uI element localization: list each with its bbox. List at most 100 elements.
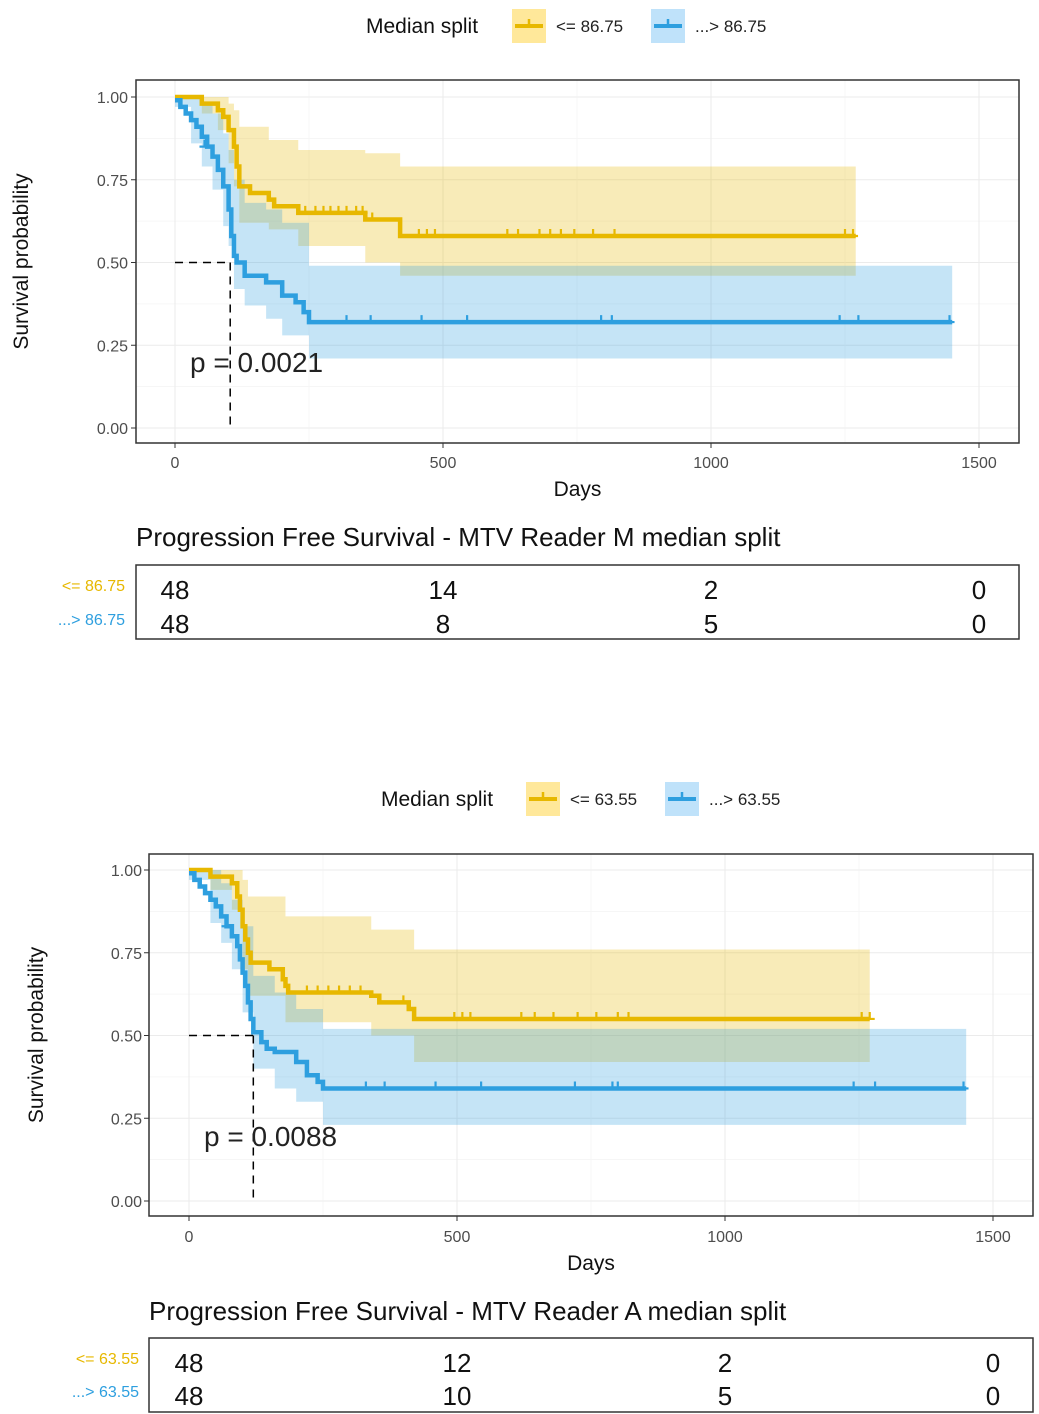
grid-lines (149, 854, 1033, 1216)
confidence-band-2 (189, 870, 967, 1125)
y-tick-label: 0.00 (97, 421, 128, 438)
censor-mark (379, 1081, 390, 1090)
censor-mark (476, 1081, 487, 1090)
risk-count: 5 (704, 609, 718, 639)
survival-curve-2 (175, 98, 953, 325)
censor-mark (221, 919, 232, 928)
censor-mark (588, 229, 599, 238)
p-value-label: p = 0.0088 (204, 1121, 337, 1152)
x-tick-label: 1500 (975, 1229, 1011, 1246)
censor-mark (341, 205, 352, 214)
grid-lines (136, 80, 1019, 443)
censor-mark (355, 985, 366, 994)
y-tick-label: 1.00 (97, 90, 128, 107)
censor-mark (502, 229, 513, 238)
censor-mark (365, 315, 376, 324)
censor-mark (344, 985, 355, 994)
censor-mark (312, 985, 323, 994)
risk-count: 48 (175, 1348, 204, 1378)
legend-label-1: <= 86.75 (556, 17, 623, 36)
censor-mark (864, 1011, 875, 1021)
risk-table-title: Progression Free Survival - MTV Reader A… (149, 1296, 787, 1326)
censor-mark (323, 985, 334, 994)
censor-mark (534, 229, 545, 238)
legend-label-2: ...> 86.75 (695, 17, 766, 36)
censor-mark (555, 229, 566, 238)
censor-mark (513, 229, 524, 238)
risk-table-border (135, 564, 1020, 640)
risk-count: 0 (986, 1348, 1000, 1378)
censor-mark (944, 315, 955, 324)
risk-count: 12 (443, 1348, 472, 1378)
censor-mark (569, 1081, 580, 1090)
x-tick-label: 500 (444, 1229, 471, 1246)
plot-border (135, 79, 1020, 444)
censor-mark (367, 212, 378, 221)
legend-label-1: <= 63.55 (570, 790, 637, 809)
censor-mark (516, 1011, 527, 1021)
risk-count: 2 (704, 575, 718, 605)
confidence-band-1 (175, 97, 856, 276)
y-axis-label: Survival probability (25, 946, 48, 1123)
risk-count: 8 (436, 609, 450, 639)
x-axis-label: Days (567, 1252, 615, 1275)
censor-mark (612, 1011, 623, 1021)
x-tick-label: 500 (430, 455, 457, 472)
censor-mark (341, 315, 352, 324)
censor-mark (834, 315, 845, 324)
risk-count: 48 (161, 609, 190, 639)
censor-mark (958, 1081, 969, 1090)
censor-mark (429, 229, 440, 238)
y-tick-label: 0.00 (111, 1194, 142, 1211)
legend-label-2: ...> 63.55 (709, 790, 780, 809)
y-tick-label: 0.25 (111, 1111, 142, 1128)
censor-mark (334, 985, 345, 994)
risk-count: 10 (443, 1381, 472, 1411)
x-tick-label: 1000 (707, 1229, 743, 1246)
risk-count: 0 (986, 1381, 1000, 1411)
x-tick-label: 1000 (693, 455, 729, 472)
censor-mark (848, 1081, 859, 1090)
censor-mark (848, 229, 859, 238)
km-panel-1: Median split <= 86.75 ...> 86.75 0.00 0.25 0.… (10, 9, 1020, 640)
survival-curve-1 (189, 867, 870, 1022)
confidence-band-2 (175, 97, 953, 359)
y-tick-label: 0.25 (97, 338, 128, 355)
risk-count: 0 (972, 575, 986, 605)
censor-mark (416, 315, 427, 324)
p-value-label: p = 0.0021 (190, 347, 323, 378)
censor-mark (623, 1011, 634, 1021)
risk-row-label-1: <= 86.75 (62, 578, 125, 595)
y-tick-label: 0.50 (111, 1029, 142, 1046)
censor-mark (529, 1011, 540, 1021)
censor-mark (609, 229, 620, 238)
censor-mark (569, 229, 580, 238)
legend-title: Median split (381, 788, 493, 811)
censor-mark (591, 1011, 602, 1021)
censor-mark (465, 1011, 476, 1021)
censor-mark (870, 1081, 881, 1090)
risk-count: 48 (161, 575, 190, 605)
x-axis-label: Days (554, 478, 602, 501)
censor-mark (430, 1081, 441, 1090)
censor-mark (548, 1011, 559, 1021)
risk-row-label-2: ...> 86.75 (58, 612, 125, 629)
censor-mark (596, 315, 607, 324)
censor-mark (398, 995, 409, 1004)
censor-mark (853, 315, 864, 324)
censor-mark (572, 1011, 583, 1021)
censor-mark (300, 205, 311, 214)
risk-table-border (148, 1337, 1034, 1413)
censor-mark (606, 315, 617, 324)
censor-mark (612, 1081, 623, 1090)
y-tick-label: 0.75 (111, 946, 142, 963)
risk-table-title: Progression Free Survival - MTV Reader M… (136, 522, 781, 552)
km-panel-2: Median split <= 63.55 ...> 63.55 0.00 0.25 0.… (25, 782, 1034, 1413)
censor-mark (301, 985, 312, 994)
risk-count: 14 (429, 575, 458, 605)
risk-count: 5 (718, 1381, 732, 1411)
risk-count: 0 (972, 609, 986, 639)
censor-mark (360, 1081, 371, 1090)
risk-count: 48 (175, 1381, 204, 1411)
